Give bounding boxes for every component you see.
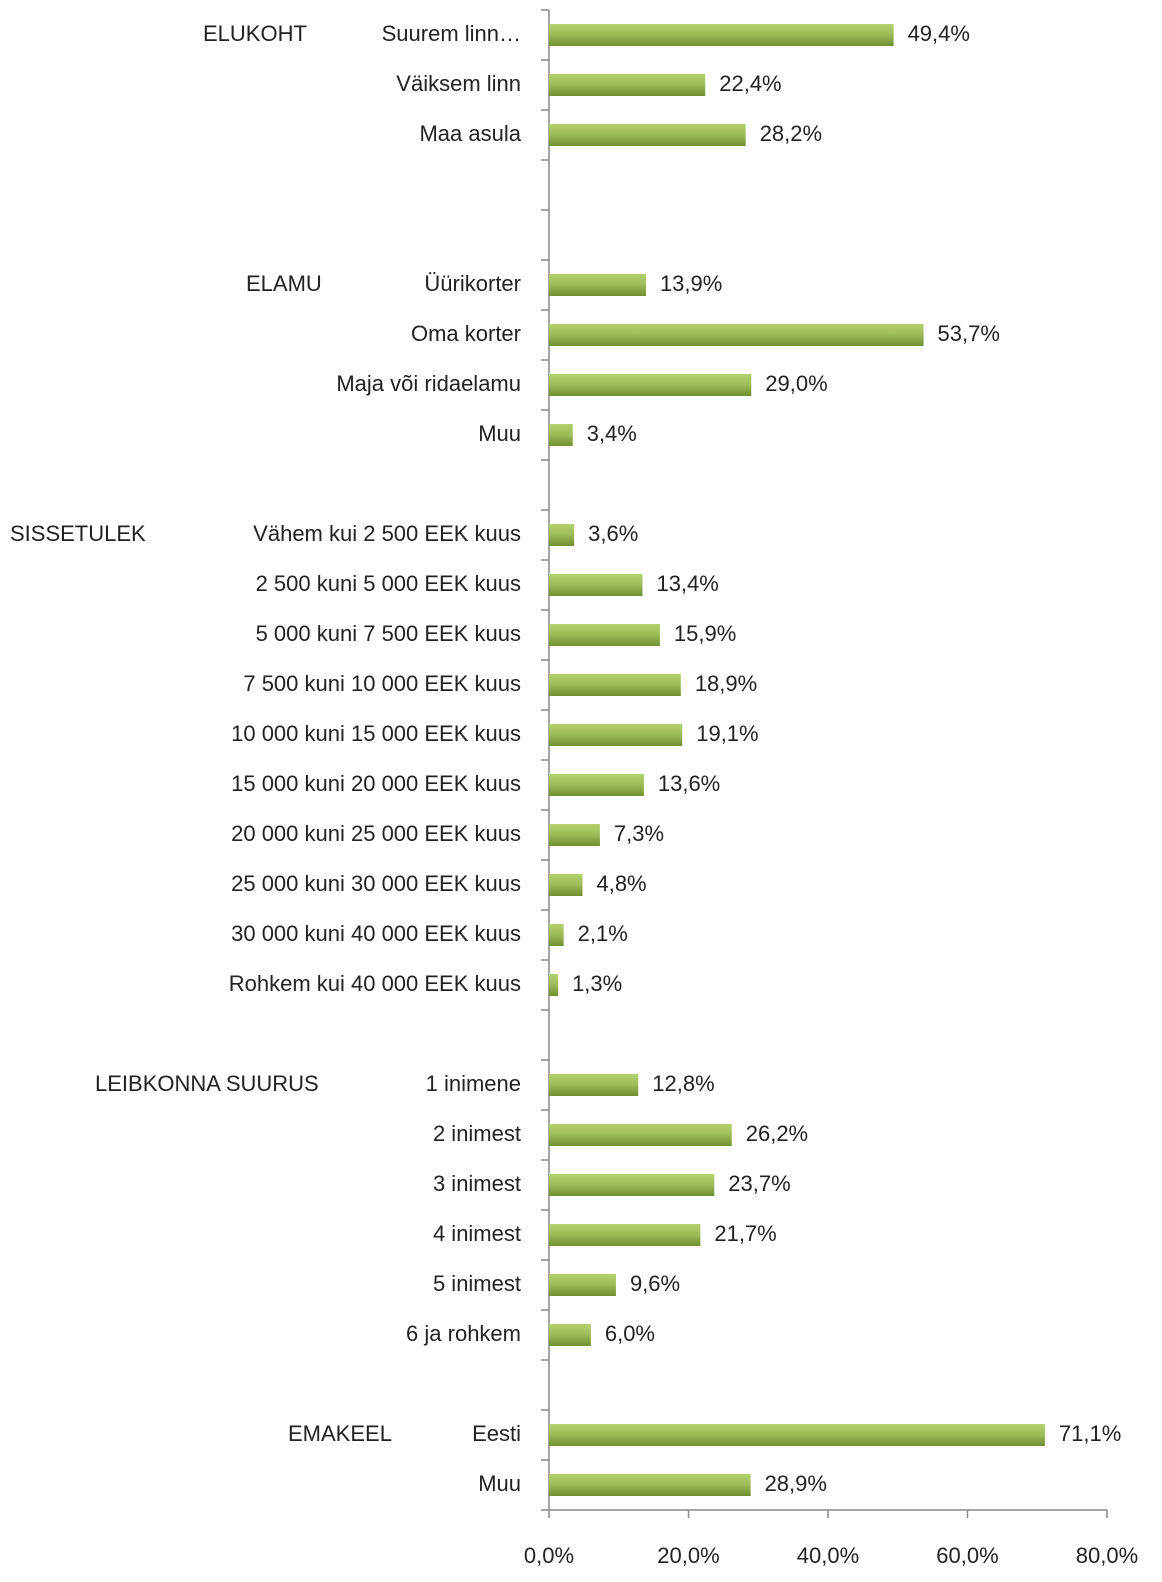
value-label: 7,3% [614,821,664,846]
bar [549,774,644,796]
value-label: 13,9% [660,271,722,296]
bar [549,624,660,646]
category-label: Muu [478,421,521,446]
group-label: ELAMU [246,271,322,296]
x-tick-label: 20,0% [657,1543,719,1568]
category-label: 15 000 kuni 20 000 EEK kuus [231,771,521,796]
bar [549,324,924,346]
bar [549,724,683,746]
bar [549,1074,639,1096]
category-label: Oma korter [411,321,521,346]
value-label: 13,6% [658,771,720,796]
bar [549,274,646,296]
category-label: Rohkem kui 40 000 EEK kuus [229,971,521,996]
category-label: 5 000 kuni 7 500 EEK kuus [256,621,521,646]
value-label: 9,6% [630,1271,680,1296]
category-label: 6 ja rohkem [406,1321,521,1346]
bar [549,124,746,146]
category-label: Muu [478,1471,521,1496]
category-label: 5 inimest [433,1271,521,1296]
category-label: 1 inimene [426,1071,521,1096]
value-label: 12,8% [652,1071,714,1096]
value-label: 18,9% [695,671,757,696]
category-label: 7 500 kuni 10 000 EEK kuus [243,671,521,696]
value-label: 21,7% [714,1221,776,1246]
bar [549,674,681,696]
x-tick-label: 80,0% [1076,1543,1138,1568]
category-label: 10 000 kuni 15 000 EEK kuus [231,721,521,746]
bar [549,374,752,396]
value-label: 29,0% [765,371,827,396]
bar [549,1224,701,1246]
value-label: 4,8% [596,871,646,896]
x-tick-label: 0,0% [524,1543,574,1568]
value-label: 23,7% [728,1171,790,1196]
category-label: 30 000 kuni 40 000 EEK kuus [231,921,521,946]
bar [549,924,564,946]
category-label: Väiksem linn [396,71,521,96]
value-label: 15,9% [674,621,736,646]
bar [549,974,559,996]
value-label: 53,7% [938,321,1000,346]
value-label: 3,6% [588,521,638,546]
category-label: 2 500 kuni 5 000 EEK kuus [256,571,521,596]
value-label: 13,4% [656,571,718,596]
value-label: 22,4% [719,71,781,96]
bar [549,824,600,846]
value-label: 26,2% [746,1121,808,1146]
value-label: 28,2% [760,121,822,146]
category-label: Vähem kui 2 500 EEK kuus [253,521,521,546]
bar [549,1174,715,1196]
bar [549,874,583,896]
value-label: 6,0% [605,1321,655,1346]
bar [549,524,575,546]
group-label: SISSETULEK [10,521,146,546]
category-label: 4 inimest [433,1221,521,1246]
category-label: 3 inimest [433,1171,521,1196]
category-label: Eesti [472,1421,521,1446]
value-label: 1,3% [572,971,622,996]
category-label: Suurem linn… [382,21,521,46]
bar [549,74,706,96]
bar [549,1324,591,1346]
category-label: Üürikorter [424,271,521,296]
value-label: 19,1% [696,721,758,746]
group-label: LEIBKONNA SUURUS [95,1071,319,1096]
x-tick-label: 60,0% [936,1543,998,1568]
group-label: EMAKEEL [288,1421,392,1446]
value-label: 3,4% [587,421,637,446]
x-tick-label: 40,0% [797,1543,859,1568]
bar [549,24,894,46]
bar [549,1124,732,1146]
category-label: 2 inimest [433,1121,521,1146]
bar [549,424,573,446]
value-label: 71,1% [1059,1421,1121,1446]
bar [549,1274,616,1296]
bar [549,574,643,596]
group-label: ELUKOHT [203,21,307,46]
bar [549,1474,751,1496]
value-label: 49,4% [908,21,970,46]
value-label: 2,1% [578,921,628,946]
bar [549,1424,1045,1446]
category-label: 25 000 kuni 30 000 EEK kuus [231,871,521,896]
category-label: 20 000 kuni 25 000 EEK kuus [231,821,521,846]
category-label: Maja või ridaelamu [336,371,521,396]
value-label: 28,9% [765,1471,827,1496]
category-label: Maa asula [419,121,521,146]
